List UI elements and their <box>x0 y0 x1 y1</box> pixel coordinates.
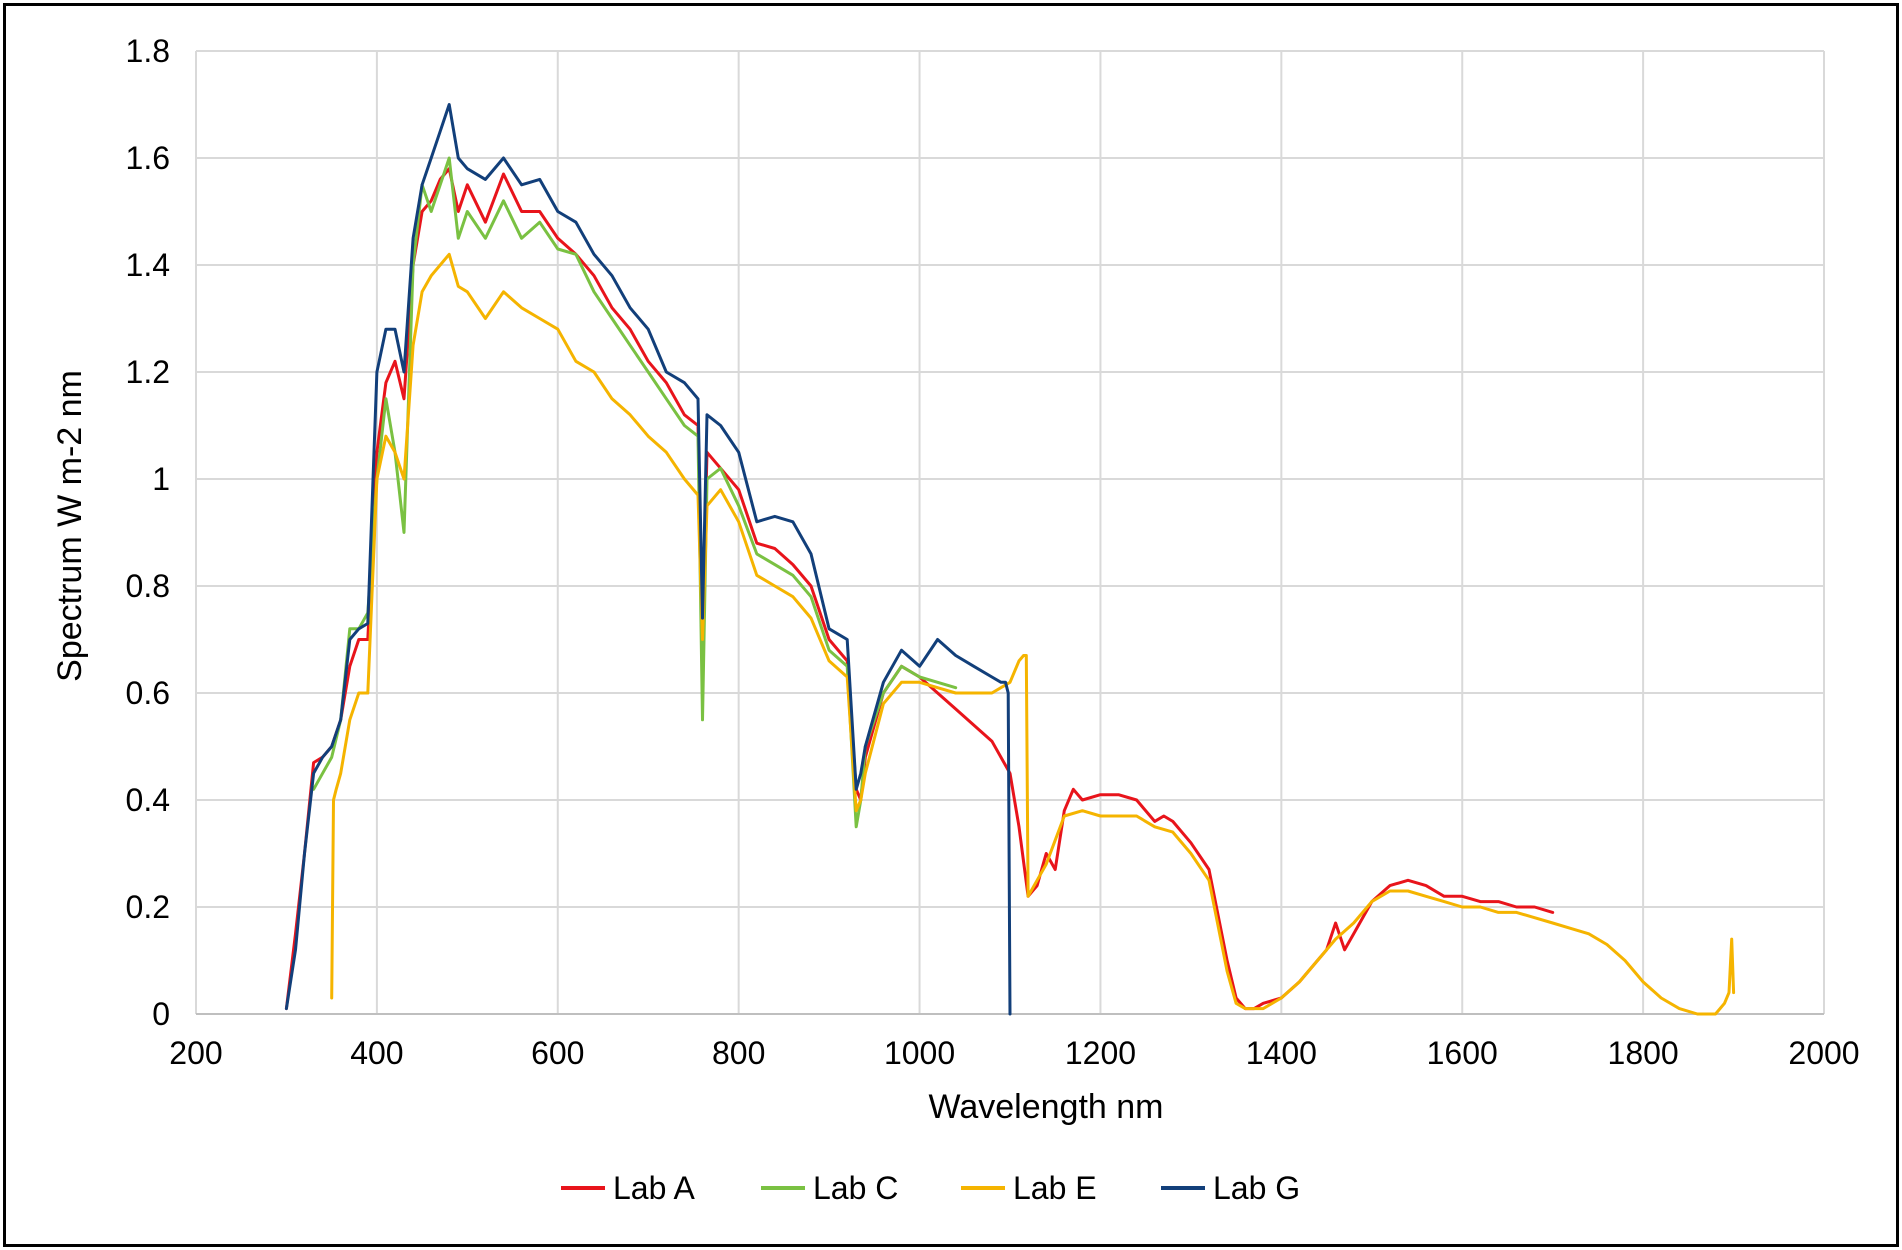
x-tick-label: 600 <box>531 1035 584 1071</box>
x-tick-label: 1000 <box>884 1035 955 1071</box>
x-tick-label: 1800 <box>1608 1035 1679 1071</box>
y-tick-label: 1.2 <box>126 354 170 390</box>
y-tick-label: 0.4 <box>126 782 170 818</box>
series-line-lab-g <box>284 103 1012 1016</box>
series-line-lab-e <box>330 252 1736 1016</box>
legend-label: Lab A <box>613 1170 696 1206</box>
x-axis-title: Wavelength nm <box>929 1088 1164 1126</box>
x-tick-label: 800 <box>712 1035 765 1071</box>
series-layer <box>284 103 1736 1016</box>
chart-frame: 0 0.2 0.4 0.6 0.8 1 1.2 1.4 1.6 1.8 200 400 600 800 1… <box>3 3 1899 1247</box>
legend-label: Lab C <box>813 1170 898 1206</box>
y-axis-title: Spectrum W m-2 nm <box>51 370 89 682</box>
legend-label: Lab E <box>1013 1170 1097 1206</box>
y-tick-label: 0.2 <box>126 889 170 925</box>
y-tick-label: 1.6 <box>126 140 170 176</box>
line-chart: 0 0.2 0.4 0.6 0.8 1 1.2 1.4 1.6 1.8 200 400 600 800 1… <box>51 33 1860 1206</box>
y-tick-label: 0 <box>152 996 170 1032</box>
y-tick-label: 0.8 <box>126 568 170 604</box>
x-tick-label: 1600 <box>1427 1035 1498 1071</box>
y-tick-label: 1.4 <box>126 247 170 283</box>
x-tick-label: 200 <box>169 1035 222 1071</box>
x-tick-labels: 200 400 600 800 1000 1200 1400 1600 1800 2000 <box>169 1035 1859 1071</box>
x-tick-label: 2000 <box>1788 1035 1859 1071</box>
legend-item: Lab A <box>561 1170 696 1206</box>
x-tick-label: 400 <box>350 1035 403 1071</box>
x-tick-label: 1200 <box>1065 1035 1136 1071</box>
y-tick-label: 1.8 <box>126 33 170 69</box>
y-tick-label: 1 <box>152 461 170 497</box>
x-tick-label: 1400 <box>1246 1035 1317 1071</box>
legend-item: Lab G <box>1161 1170 1300 1206</box>
y-tick-labels: 0 0.2 0.4 0.6 0.8 1 1.2 1.4 1.6 1.8 <box>126 33 170 1032</box>
legend-item: Lab C <box>761 1170 898 1206</box>
y-tick-label: 0.6 <box>126 675 170 711</box>
legend-item: Lab E <box>961 1170 1097 1206</box>
legend: Lab A Lab C Lab E Lab G <box>561 1170 1300 1206</box>
grid <box>195 50 1825 1015</box>
series-line-lab-c <box>312 156 958 829</box>
legend-label: Lab G <box>1213 1170 1300 1206</box>
